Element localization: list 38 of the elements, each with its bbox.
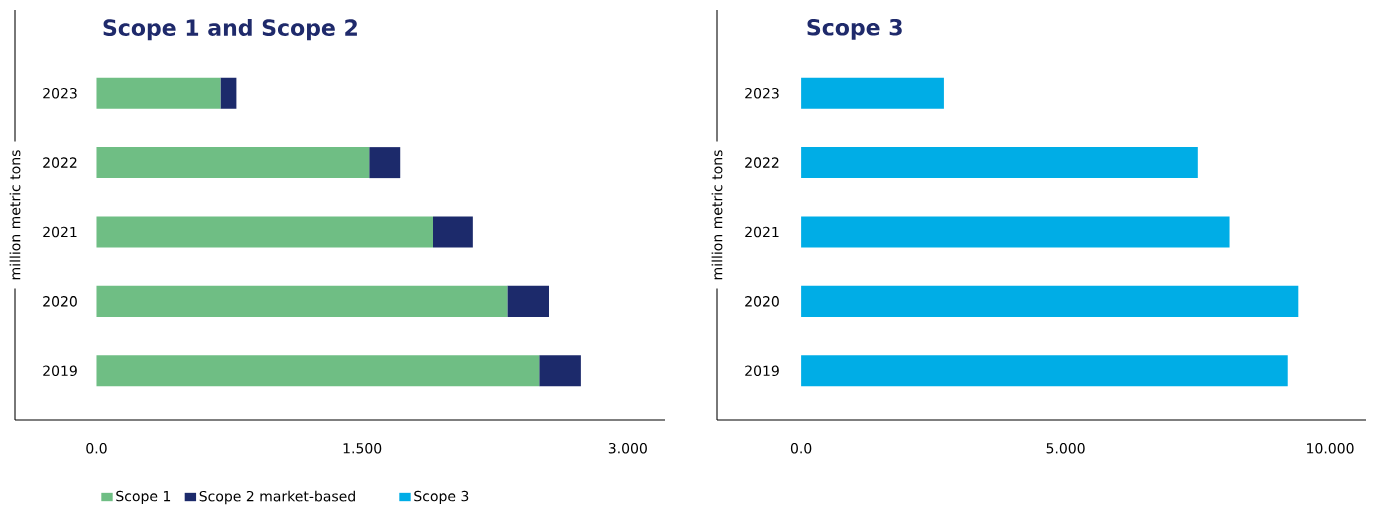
- legend-label: Scope 1: [116, 490, 171, 505]
- x-tick-label: 3.000: [608, 442, 647, 454]
- y-tick-label: 2020: [43, 296, 77, 307]
- bar: [507, 285, 549, 317]
- legend-label: Scope 3: [414, 490, 469, 505]
- y-tick-label: 2022: [745, 157, 779, 168]
- bar: [96, 147, 370, 179]
- y-tick-label: 2021: [43, 226, 77, 238]
- bar: [369, 147, 401, 179]
- bar: [801, 355, 1288, 387]
- y-tick-label: 2020: [745, 296, 779, 307]
- y-axis-title: million metric tons: [9, 150, 21, 280]
- y-tick-label: 2019: [745, 365, 779, 377]
- y-tick-label: 2023: [43, 87, 77, 99]
- bar: [96, 216, 433, 248]
- x-tick-label: 1.500: [343, 442, 382, 454]
- y-axis-title: million metric tons: [711, 150, 723, 280]
- bar: [801, 147, 1198, 179]
- bar: [801, 77, 944, 109]
- x-tick-label: 0.0: [86, 442, 107, 454]
- bar: [220, 77, 237, 109]
- y-tick-label: 2023: [745, 87, 779, 99]
- y-tick-label: 2019: [43, 365, 77, 377]
- x-tick-label: 0.0: [790, 442, 812, 454]
- x-tick-label: 10.000: [1307, 442, 1354, 454]
- legend-label: Scope 2 market-based: [199, 490, 355, 505]
- bar: [539, 355, 581, 387]
- chart-title: Scope 3: [807, 18, 902, 40]
- bar: [801, 285, 1299, 317]
- bar: [96, 77, 221, 109]
- y-tick-label: 2022: [43, 157, 77, 168]
- bar: [801, 216, 1230, 248]
- y-tick-label: 2021: [745, 226, 779, 238]
- x-tick-label: 5.000: [1046, 442, 1085, 454]
- bar: [96, 355, 540, 387]
- chart-title: Scope 1 and Scope 2: [103, 18, 357, 41]
- bar: [96, 285, 508, 317]
- bar: [432, 216, 473, 248]
